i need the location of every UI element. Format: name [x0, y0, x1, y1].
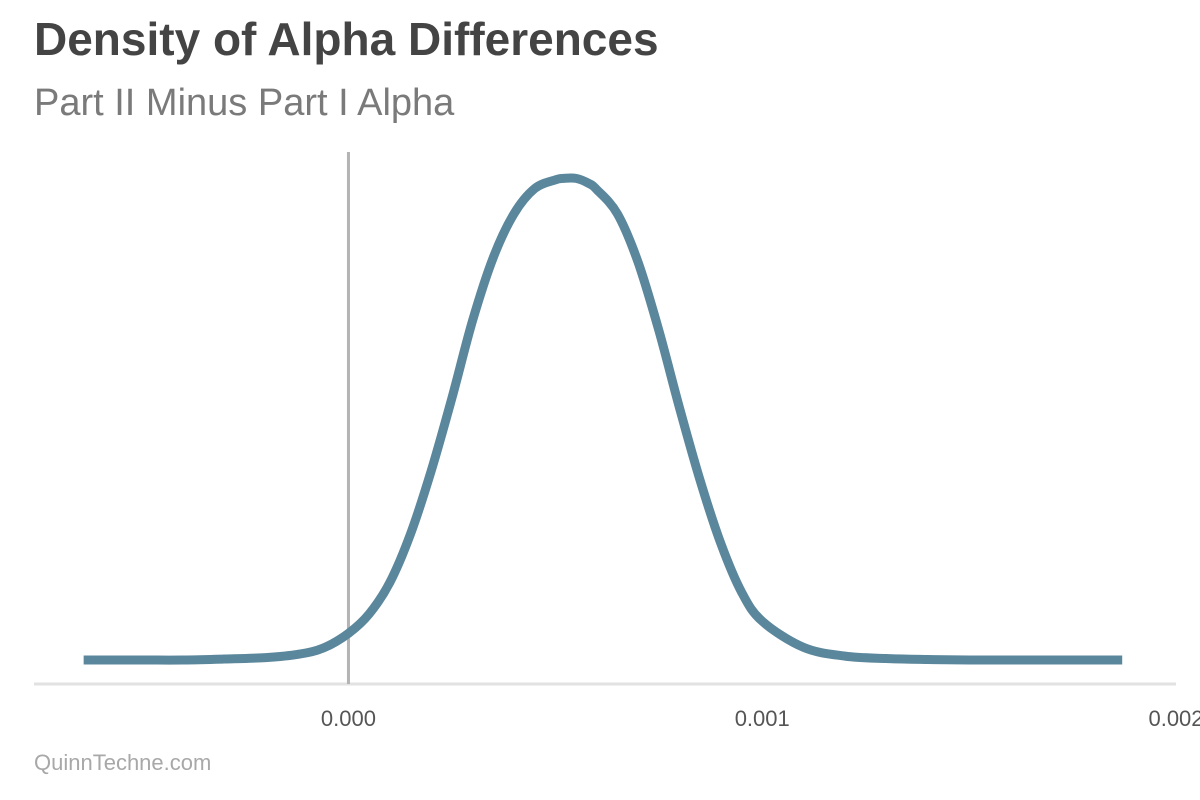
chart-subtitle: Part II Minus Part I Alpha: [34, 82, 455, 124]
chart-title: Density of Alpha Differences: [34, 13, 659, 65]
x-tick-label: 0.000: [321, 706, 376, 731]
x-tick-label: 0.002: [1148, 706, 1200, 731]
source-caption: QuinnTechne.com: [34, 750, 212, 775]
density-curve: [83, 173, 1123, 665]
x-tick-label: 0.001: [735, 706, 790, 731]
